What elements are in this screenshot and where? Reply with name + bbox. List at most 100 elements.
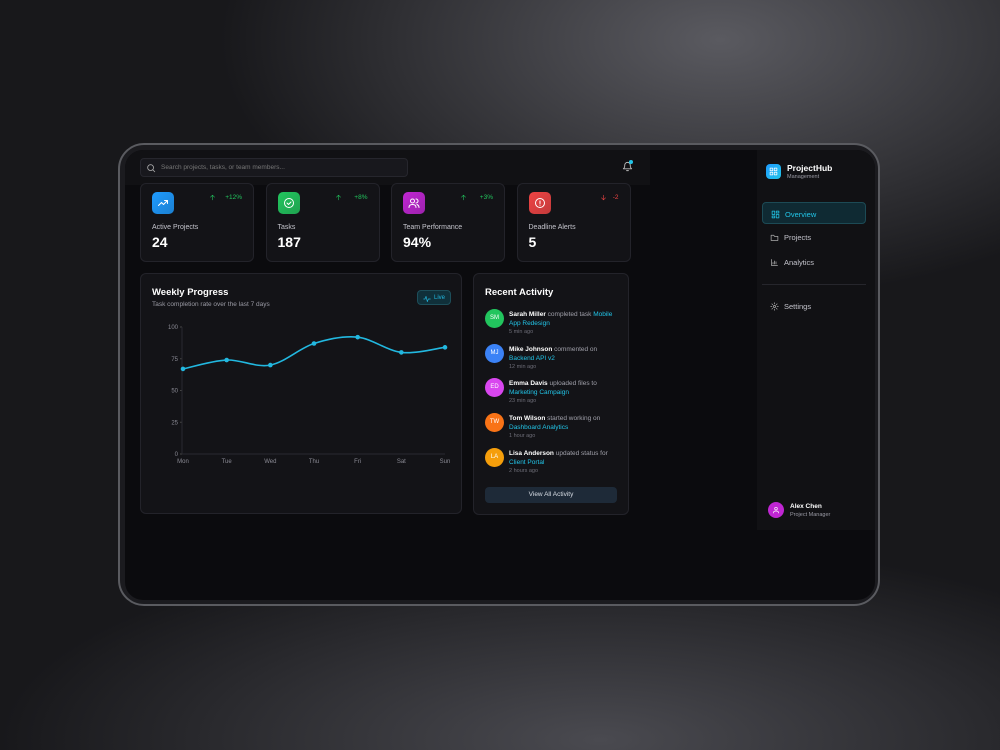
activity-target[interactable]: Marketing Campaign xyxy=(509,389,569,397)
stat-icon-glyph-glyph xyxy=(283,198,294,208)
nav-item[interactable]: Overview xyxy=(762,202,866,224)
stat-value: 5 xyxy=(528,234,537,250)
data-point xyxy=(224,357,229,363)
nav-item[interactable]: Settings xyxy=(762,295,866,317)
activity-time: 1 hour ago xyxy=(509,433,536,440)
nav-item[interactable]: Projects xyxy=(762,227,866,249)
data-point xyxy=(442,345,448,350)
activity-text: Mike Johnson commented on Backend API v2… xyxy=(509,345,621,372)
user-avatar xyxy=(768,502,784,518)
stat-icon xyxy=(277,192,300,214)
nav-label: Analytics xyxy=(784,257,815,267)
avatar-initials: SM xyxy=(490,315,499,321)
chart-title: Weekly Progress xyxy=(152,287,229,298)
nav-icon xyxy=(771,258,778,266)
stat-icon xyxy=(152,192,174,214)
stat-icon-glyph-glyph xyxy=(408,198,420,208)
activity-target[interactable]: Backend API v2 xyxy=(509,354,555,362)
trend-arrow xyxy=(600,194,606,201)
user-name: Alex Chen xyxy=(790,503,822,510)
logo-glyph-glyph xyxy=(769,167,778,176)
activity-target[interactable]: Client Portal xyxy=(509,458,545,466)
stat-icon-glyph xyxy=(534,198,545,208)
activity-time: 23 min ago xyxy=(509,398,537,405)
nav-label: Settings xyxy=(784,301,812,311)
stat-icon-glyph xyxy=(158,200,168,206)
activity-time: 12 min ago xyxy=(509,363,537,370)
y-tick-label: 100 xyxy=(168,325,179,331)
stat-card: -2 Deadline Alerts 5 xyxy=(516,183,631,262)
activity-title: Recent Activity xyxy=(485,287,554,298)
nav-item[interactable]: Analytics xyxy=(762,251,866,273)
notification-bell[interactable] xyxy=(622,161,633,172)
stat-change: -2 xyxy=(612,194,619,201)
data-point xyxy=(311,341,317,346)
activity-action: commented on xyxy=(554,345,598,353)
tagline: Management xyxy=(787,174,820,180)
live-icon-glyph xyxy=(423,295,431,302)
live-badge: Live xyxy=(417,290,451,305)
avatar-initials: MJ xyxy=(490,349,499,356)
chart-card: Weekly Progress Task completion rate over… xyxy=(140,273,462,514)
x-tick-label: Thu xyxy=(309,459,319,465)
stat-value: 94% xyxy=(403,234,432,250)
device-frame: Search projects, tasks, or team members.… xyxy=(118,143,880,606)
screen: Search projects, tasks, or team members.… xyxy=(125,150,875,600)
settings-icon xyxy=(770,301,779,311)
data-point xyxy=(399,350,404,355)
activity-text: Sarah Miller completed task Mobile App R… xyxy=(509,310,621,337)
activity-time: 2 hours ago xyxy=(509,467,539,474)
activity-text: Lisa Anderson updated status for Client … xyxy=(509,449,621,476)
stat-card: +8% Tasks 187 xyxy=(265,183,380,262)
stat-value: 24 xyxy=(152,234,168,250)
avatar: LA xyxy=(485,447,504,467)
logo xyxy=(766,164,781,179)
x-tick-label: Wed xyxy=(264,459,276,465)
trend-arrow-glyph xyxy=(210,194,215,201)
avatar: ED xyxy=(485,378,504,398)
activity-action: completed task xyxy=(547,311,592,318)
activity-text: Emma Davis uploaded files to Marketing C… xyxy=(509,379,621,406)
stat-value: 187 xyxy=(277,234,301,250)
activity-name: Emma Davis xyxy=(509,380,548,388)
activity-target[interactable]: Mobile App Redesign xyxy=(509,311,613,327)
user-glyph-glyph xyxy=(773,507,779,514)
activity-name: Mike Johnson xyxy=(509,345,553,353)
activity-name: Lisa Anderson xyxy=(509,449,554,457)
trend-arrow xyxy=(335,194,341,201)
nav-icon-glyph xyxy=(771,210,780,218)
sidebar-divider xyxy=(762,284,866,285)
settings-icon-glyph xyxy=(770,301,779,311)
live-text: Live xyxy=(434,294,446,301)
x-tick-label: Sat xyxy=(397,459,406,465)
stat-label: Active Projects xyxy=(152,224,199,231)
activity-time: 5 min ago xyxy=(509,329,534,335)
stat-label: Tasks xyxy=(277,224,296,231)
user-glyph xyxy=(773,507,779,514)
activity-action: uploaded files to xyxy=(549,380,597,388)
view-all-button[interactable]: View All Activity xyxy=(485,487,617,503)
trend-arrow xyxy=(210,194,215,201)
avatar-initials: TW xyxy=(489,419,500,426)
stat-icon-glyph xyxy=(408,198,420,208)
trend-arrow-glyph xyxy=(335,194,341,201)
y-tick-label: 25 xyxy=(171,420,178,426)
stat-change: +12% xyxy=(225,194,242,201)
activity-text: Tom Wilson started working on Dashboard … xyxy=(509,414,621,441)
stat-change: +8% xyxy=(354,194,368,201)
search-box[interactable]: Search projects, tasks, or team members.… xyxy=(140,158,408,177)
avatar: MJ xyxy=(485,343,504,363)
data-point xyxy=(355,334,360,340)
line-chart: 0 25 50 75 100 Mon Tue Wed Thu Fri Sat Sun xyxy=(168,325,450,465)
search-icon xyxy=(147,164,156,173)
chart-subtitle: Task completion rate over the last 7 day… xyxy=(152,301,270,308)
nav-icon xyxy=(770,234,779,241)
trend-arrow xyxy=(461,194,466,201)
brand: ProjectHub xyxy=(787,163,833,173)
activity-target[interactable]: Dashboard Analytics xyxy=(509,424,569,432)
nav-icon xyxy=(771,210,780,218)
y-tick-label: 0 xyxy=(175,452,179,458)
stat-icon xyxy=(403,192,425,214)
avatar: SM xyxy=(485,309,504,328)
logo-glyph xyxy=(769,167,778,176)
